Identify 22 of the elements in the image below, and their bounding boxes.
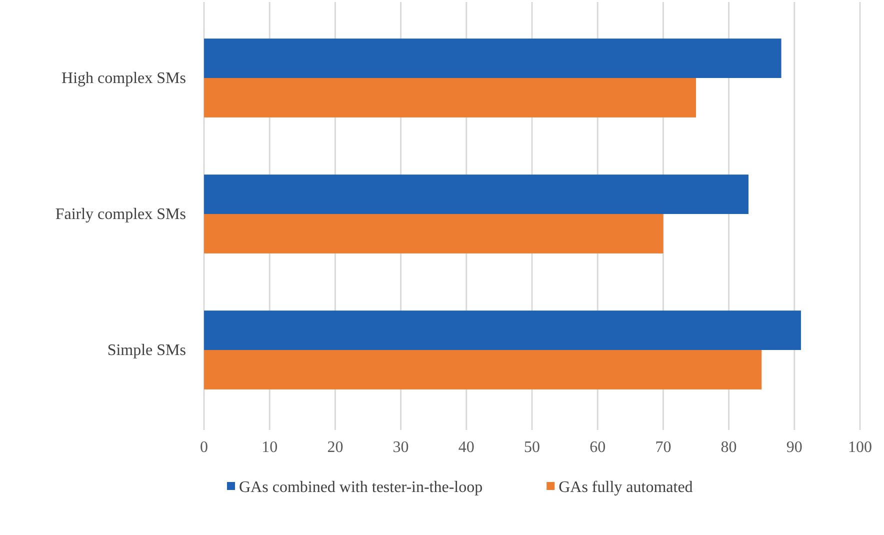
x-tick-label: 60 [590,439,606,456]
bar [204,174,748,214]
x-tick-label: 80 [720,439,737,456]
bar [204,78,696,118]
x-tick-label: 10 [262,439,278,456]
x-tick-label: 30 [392,439,409,456]
x-tick-label: 100 [848,439,872,456]
bar [204,350,762,390]
y-tick-label: Simple SMs [107,342,186,359]
bar [204,310,801,350]
bar [204,214,664,254]
x-tick-label: 40 [458,439,474,456]
y-tick-label: High complex SMs [62,70,186,87]
legend-label: GAs combined with tester-in-the-loop [239,479,483,496]
x-tick-label: 0 [200,439,208,456]
x-tick-label: 50 [524,439,540,456]
bar [204,38,782,78]
y-tick-label: Fairly complex SMs [55,206,186,223]
x-tick-label: 20 [327,439,344,456]
legend-label: GAs fully automated [558,479,693,496]
x-tick-label: 70 [655,439,672,456]
x-tick-label: 90 [786,439,802,456]
